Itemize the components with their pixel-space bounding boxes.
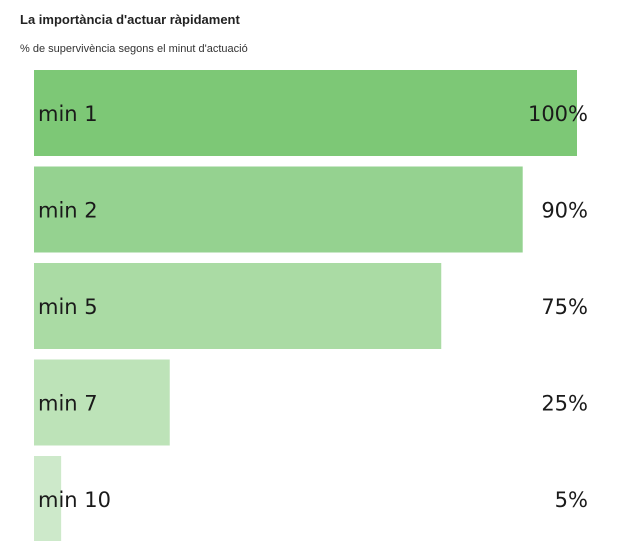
bar-min-2 [34,166,523,253]
category-label: min 5 [38,295,98,319]
category-label: min 1 [38,102,98,126]
value-label: 100% [528,102,588,126]
bar-min-7 [34,359,170,446]
value-label: 5% [555,488,588,512]
chart-subtitle: % de supervivència segons el minut d'act… [20,43,248,55]
value-label: 90% [541,199,588,223]
category-label: min 10 [38,488,111,512]
chart-title: La importància d'actuar ràpidament [20,12,240,27]
bar-min-5 [34,263,442,349]
category-label: min 7 [38,392,98,416]
bar-min-10 [34,456,62,541]
value-label: 75% [541,295,588,319]
value-label: 25% [541,392,588,416]
bar-min-1 [34,70,577,156]
category-label: min 2 [38,199,98,223]
